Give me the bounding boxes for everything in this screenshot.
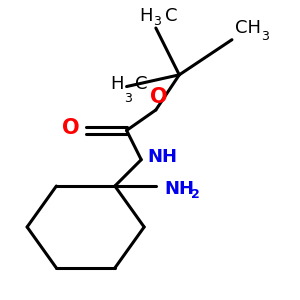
Text: 3: 3: [261, 30, 269, 43]
Text: H: H: [140, 7, 153, 25]
Text: O: O: [62, 118, 80, 137]
Text: NH: NH: [165, 180, 195, 198]
Text: O: O: [150, 87, 168, 107]
Text: H: H: [110, 75, 124, 93]
Text: NH: NH: [147, 148, 177, 166]
Text: 3: 3: [124, 92, 131, 105]
Text: 3: 3: [153, 15, 161, 28]
Text: C: C: [135, 75, 148, 93]
Text: 2: 2: [191, 188, 200, 201]
Text: CH: CH: [235, 19, 261, 37]
Text: C: C: [165, 7, 177, 25]
